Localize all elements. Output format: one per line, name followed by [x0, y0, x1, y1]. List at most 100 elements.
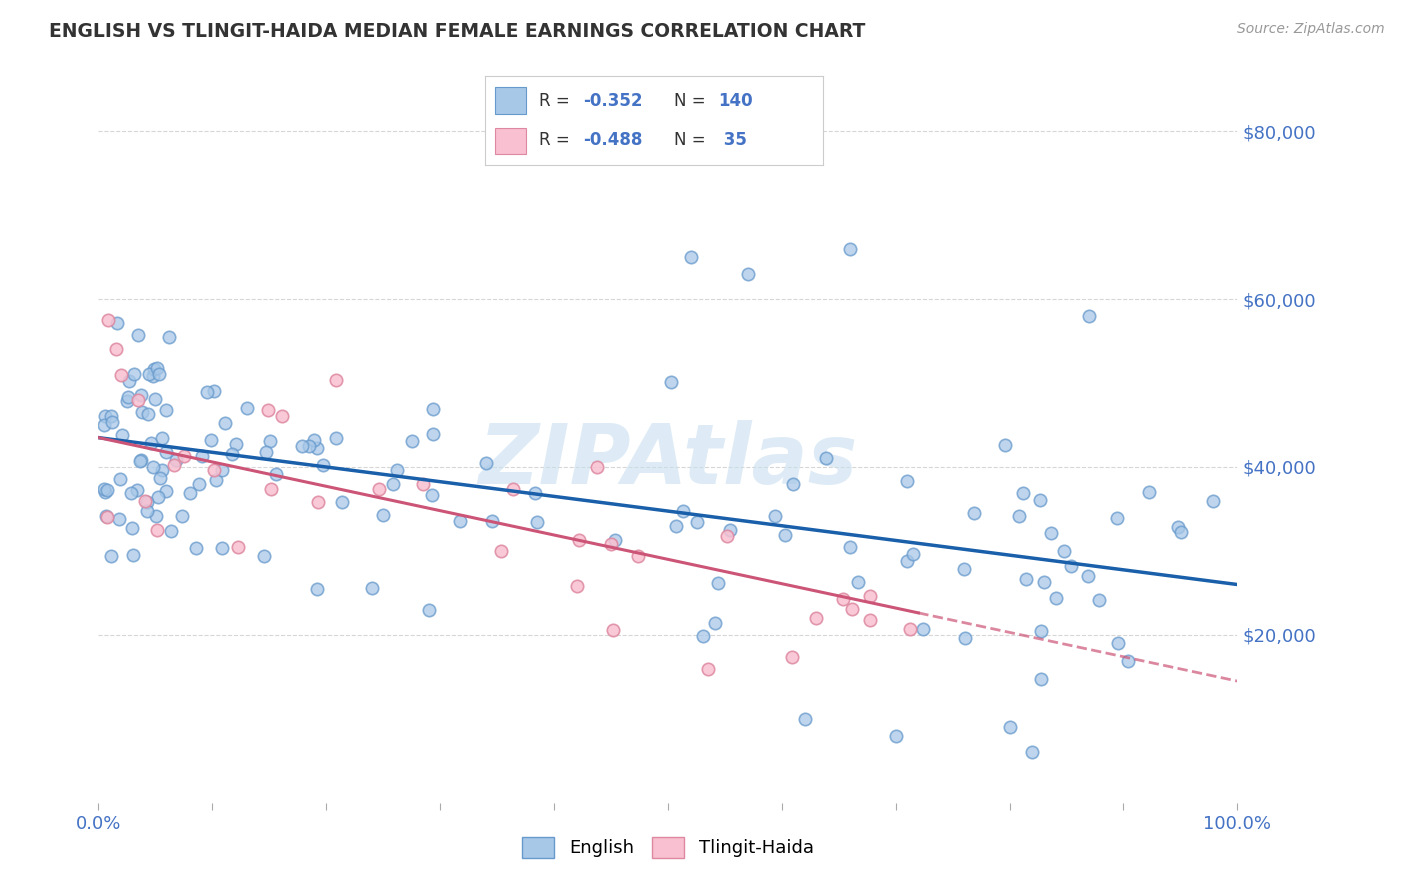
Point — [1021, 746, 1043, 760]
Point — [1053, 544, 1076, 558]
Point — [200, 433, 222, 447]
Point — [93, 409, 115, 423]
Point — [163, 458, 186, 472]
Point — [1078, 309, 1101, 323]
Point — [1077, 568, 1099, 582]
Point — [307, 441, 329, 455]
Point — [804, 611, 827, 625]
Point — [387, 463, 409, 477]
Point — [108, 511, 131, 525]
Point — [117, 391, 139, 405]
Point — [165, 452, 187, 467]
Point — [259, 482, 281, 496]
Point — [96, 509, 118, 524]
Point — [188, 477, 211, 491]
Point — [793, 712, 815, 726]
Text: 35: 35 — [718, 131, 747, 149]
Point — [94, 484, 117, 499]
Point — [134, 494, 156, 508]
Point — [841, 602, 863, 616]
Point — [173, 450, 195, 464]
Point — [716, 529, 738, 543]
Point — [145, 361, 167, 376]
Point — [567, 580, 589, 594]
Point — [150, 430, 173, 444]
Point — [955, 631, 977, 645]
Point — [627, 549, 650, 563]
Point — [297, 439, 319, 453]
Text: N =: N = — [673, 131, 711, 149]
Text: ZIPAtlas: ZIPAtlas — [478, 420, 858, 500]
Point — [832, 591, 855, 606]
Point — [202, 384, 225, 398]
Point — [998, 720, 1021, 734]
Point — [1029, 493, 1052, 508]
Point — [814, 450, 837, 465]
Point — [202, 463, 225, 477]
Point — [307, 495, 329, 509]
Point — [184, 541, 207, 556]
Point — [264, 467, 287, 482]
Point — [121, 521, 143, 535]
Point — [846, 575, 869, 590]
Text: -0.352: -0.352 — [583, 92, 643, 110]
Point — [150, 463, 173, 477]
Point — [125, 483, 148, 497]
Point — [526, 515, 548, 529]
Point — [1008, 509, 1031, 524]
Point — [129, 453, 152, 467]
Point — [129, 388, 152, 402]
Point — [214, 416, 236, 430]
Point — [160, 524, 183, 538]
Point — [782, 477, 804, 491]
Point — [1137, 485, 1160, 500]
Point — [330, 495, 353, 509]
Point — [143, 392, 166, 406]
Point — [481, 514, 503, 528]
Point — [146, 490, 169, 504]
Point — [291, 439, 314, 453]
Point — [204, 473, 226, 487]
Point — [382, 476, 405, 491]
Point — [502, 483, 524, 497]
Point — [110, 472, 132, 486]
Point — [1167, 520, 1189, 534]
Point — [1029, 672, 1052, 686]
Point — [884, 729, 907, 743]
Point — [568, 533, 591, 547]
Point — [170, 509, 193, 524]
Point — [422, 427, 444, 442]
Point — [602, 624, 624, 638]
Point — [737, 267, 759, 281]
Point — [155, 402, 177, 417]
Point — [782, 650, 804, 665]
Point — [136, 495, 159, 509]
Point — [155, 484, 177, 499]
Point — [523, 485, 546, 500]
Point — [859, 589, 882, 603]
Point — [110, 368, 132, 382]
FancyBboxPatch shape — [495, 87, 526, 114]
Point — [93, 418, 115, 433]
Point — [312, 458, 335, 472]
Point — [901, 547, 924, 561]
Point — [1040, 525, 1063, 540]
Point — [96, 483, 118, 498]
Point — [1011, 486, 1033, 500]
Point — [685, 515, 707, 529]
Point — [100, 409, 122, 423]
Point — [157, 329, 180, 343]
Point — [1170, 524, 1192, 539]
Point — [121, 548, 143, 562]
Point — [118, 374, 141, 388]
Point — [692, 629, 714, 643]
Point — [143, 362, 166, 376]
Point — [368, 482, 391, 496]
Point — [963, 506, 986, 520]
Point — [138, 367, 160, 381]
Point — [838, 540, 860, 554]
Point — [450, 514, 472, 528]
Point — [127, 327, 149, 342]
Text: Source: ZipAtlas.com: Source: ZipAtlas.com — [1237, 22, 1385, 37]
Point — [401, 434, 423, 448]
